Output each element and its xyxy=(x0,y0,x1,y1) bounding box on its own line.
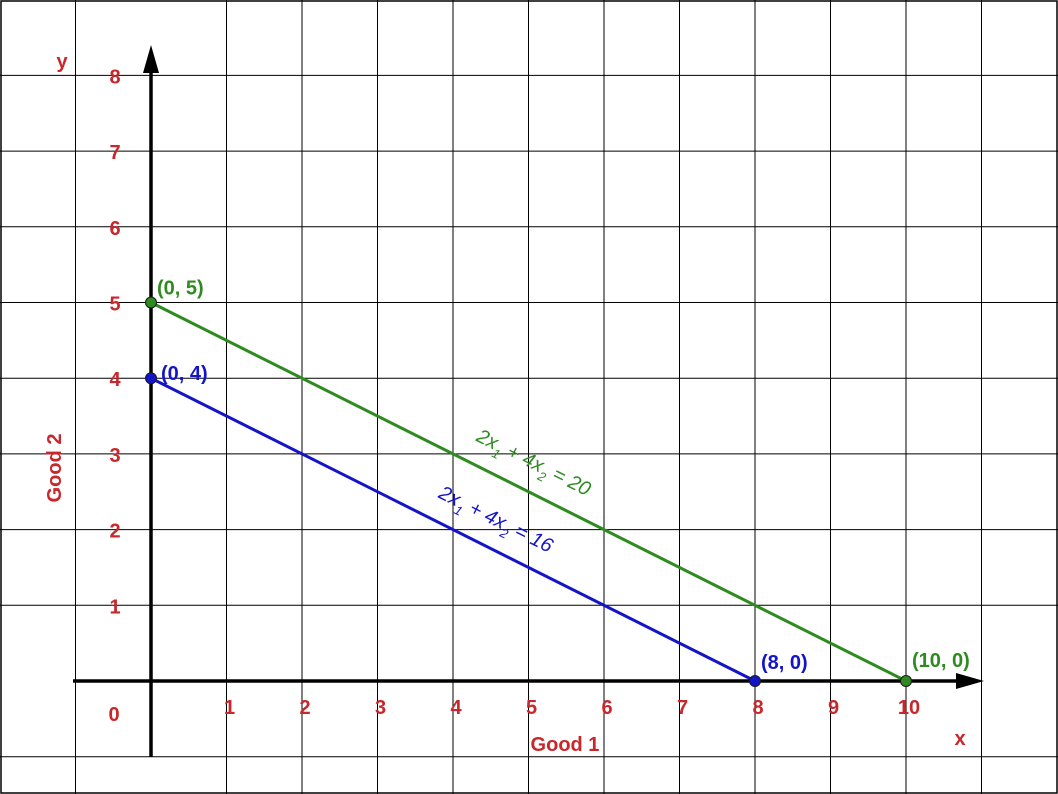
series-group: (0, 5)(10, 0)2x1 + 4x2 = 20(0, 4)(8, 0)2… xyxy=(145,278,970,687)
x-tick-label: 10 xyxy=(898,697,920,719)
y-tick-label: 6 xyxy=(109,218,120,240)
point-label: (10, 0) xyxy=(912,650,970,672)
y-tick-label: 2 xyxy=(109,521,120,543)
budget-line xyxy=(150,301,907,683)
axis-labels: Good 2 Good 1 y x 0 xyxy=(44,51,966,756)
tick-labels: 1 2 3 4 5 6 7 8 9 10 1 2 3 4 5 6 7 8 xyxy=(109,66,920,719)
point-label: (0, 5) xyxy=(157,278,204,300)
axes xyxy=(73,45,984,757)
y-axis-label: Good 2 xyxy=(44,434,66,503)
data-point xyxy=(900,675,912,687)
x-axis-letter: x xyxy=(954,728,965,750)
point-label: (8, 0) xyxy=(761,652,808,674)
data-point xyxy=(145,296,157,309)
y-tick-label: 7 xyxy=(109,142,120,164)
budget-line xyxy=(150,376,756,683)
x-tick-label: 4 xyxy=(450,697,462,719)
y-axis-letter: y xyxy=(56,51,68,73)
x-axis-label: Good 1 xyxy=(531,734,600,756)
y-tick-label: 5 xyxy=(109,294,120,316)
data-point xyxy=(145,372,157,385)
x-tick-label: 5 xyxy=(526,697,537,719)
y-tick-label: 1 xyxy=(109,596,120,618)
x-tick-label: 8 xyxy=(752,697,763,719)
y-tick-label: 3 xyxy=(109,445,120,467)
equation-text: = 16 xyxy=(506,518,557,558)
data-point xyxy=(749,675,761,687)
x-tick-label: 3 xyxy=(375,697,386,719)
point-label: (0, 4) xyxy=(161,363,208,385)
x-axis-arrow xyxy=(956,673,984,689)
x-tick-label: 6 xyxy=(601,697,612,719)
y-tick-label: 8 xyxy=(109,66,120,88)
y-tick-label: 4 xyxy=(109,369,121,391)
origin-label: 0 xyxy=(108,704,119,726)
equation-text: = 20 xyxy=(544,461,594,501)
y-axis-arrow xyxy=(143,45,159,73)
x-tick-label: 1 xyxy=(224,697,235,719)
x-tick-label: 9 xyxy=(828,697,839,719)
x-tick-label: 2 xyxy=(299,697,310,719)
x-tick-label: 7 xyxy=(677,697,688,719)
